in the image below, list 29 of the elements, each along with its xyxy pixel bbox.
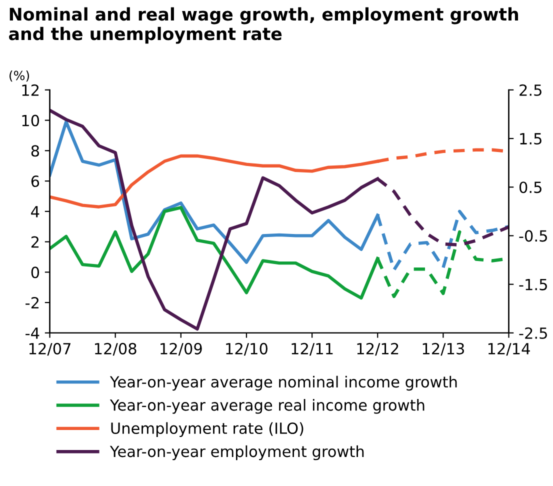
x-tick-label: 12/09	[160, 342, 202, 356]
y2-tick-label: -1.5	[519, 278, 547, 290]
x-tick-label: 12/14	[488, 342, 530, 356]
legend-label: Year-on-year average nominal income growth	[110, 376, 457, 391]
y2-tick-label: -2.5	[519, 327, 547, 339]
legend-label: Unemployment rate (ILO)	[111, 422, 304, 437]
y-tick-label: 6	[31, 176, 40, 188]
y2-tick-label: -0.5	[519, 230, 547, 242]
y2-tick-label: 1.5	[520, 133, 542, 145]
y-tick-label: 0	[31, 266, 40, 278]
y-axis-title: (%)	[10, 70, 30, 82]
x-tick-label: 12/11	[292, 342, 333, 356]
x-tick-label: 12/12	[357, 342, 398, 356]
legend-label: Year-on-year average real income growth	[110, 399, 424, 414]
y-tick-label: 12	[22, 84, 39, 96]
y-tick-label: -2	[26, 297, 39, 308]
y-tick-label: -4	[26, 328, 40, 339]
chart-title: Nominal and real wage growth, employment growth and the unemployment rate	[9, 7, 518, 44]
y2-tick-label: 2.5	[520, 84, 542, 96]
y-tick-label: 2	[31, 236, 39, 248]
y-tick-label: 4	[31, 206, 40, 218]
y-tick-label: 10	[22, 114, 40, 126]
x-tick-label: 12/10	[226, 342, 268, 356]
x-tick-label: 12/07	[29, 342, 70, 356]
x-tick-label: 12/08	[95, 342, 136, 356]
x-tick-label: 12/13	[422, 342, 464, 356]
y-tick-label: 8	[31, 145, 39, 157]
y2-tick-label: 0.5	[519, 182, 542, 194]
legend-label: Year-on-year employment growth	[110, 445, 364, 460]
